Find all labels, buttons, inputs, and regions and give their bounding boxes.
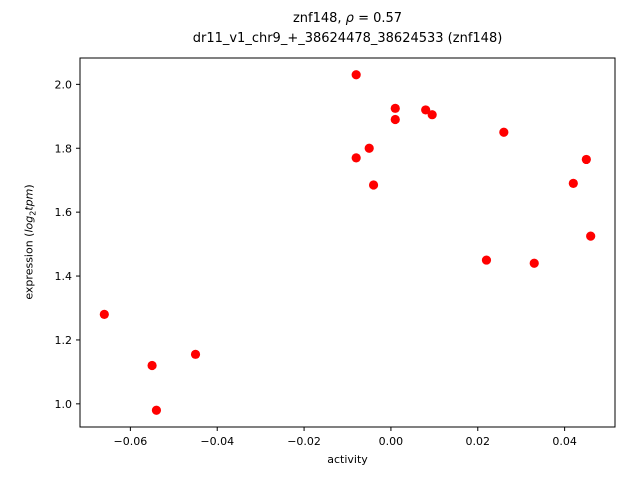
scatter-point (581, 154, 591, 165)
scatter-point (364, 143, 374, 153)
x-tick-label: 0.04 (552, 435, 577, 448)
scatter-point (427, 110, 437, 120)
y-axis-label-prefix: expression ( (22, 232, 36, 300)
x-axis-label: activity (327, 453, 368, 466)
y-tick-label: 1.0 (55, 398, 73, 411)
chart-title-text: znf148, (292, 11, 346, 26)
scatter-point (147, 360, 157, 371)
chart-subtitle: dr11_v1_chr9_+_38624478_38624533 (znf148… (192, 31, 503, 47)
scatter-point (368, 180, 379, 190)
scatter-point (529, 258, 539, 268)
rho-value: = 0.57 (353, 11, 403, 26)
rho-symbol: ρ (345, 11, 354, 26)
scatter-point (481, 255, 492, 265)
scatter-point (586, 231, 596, 241)
scatter-point (568, 178, 578, 188)
y-tick-label: 1.6 (55, 206, 73, 219)
y-axis-label-sub: 2 (28, 210, 38, 216)
scatter-point (390, 114, 400, 125)
scatter-point (151, 405, 162, 415)
y-tick-label: 1.2 (55, 334, 73, 347)
scatter-point (99, 309, 109, 319)
scatter-point (499, 127, 509, 137)
title-block: znf148, ρ = 0.57 dr11_v1_chr9_+_38624478… (80, 9, 615, 49)
x-tick-label: 0.00 (379, 435, 404, 448)
y-axis-label-tpm: tpm (22, 188, 36, 211)
y-tick-label: 1.8 (55, 142, 73, 155)
scatter-point (351, 70, 361, 80)
y-axis-label-suffix: ) (22, 184, 36, 189)
y-axis-label-log: log (22, 215, 36, 233)
scatter-point (190, 349, 201, 359)
x-tick-label: 0.02 (466, 435, 491, 448)
scatter-point (390, 103, 400, 113)
x-tick-label: −0.04 (200, 435, 234, 448)
chart-title: znf148, ρ = 0.57 (80, 9, 615, 29)
scatter-point (351, 153, 361, 163)
scatter-point (421, 105, 431, 115)
x-tick-label: −0.06 (114, 435, 148, 448)
y-tick-label: 1.4 (55, 270, 73, 283)
x-tick-label: −0.02 (287, 435, 321, 448)
y-tick-label: 2.0 (55, 78, 73, 91)
y-axis-label: expression (log2tpm) (22, 184, 37, 299)
axes-frame (79, 57, 616, 428)
